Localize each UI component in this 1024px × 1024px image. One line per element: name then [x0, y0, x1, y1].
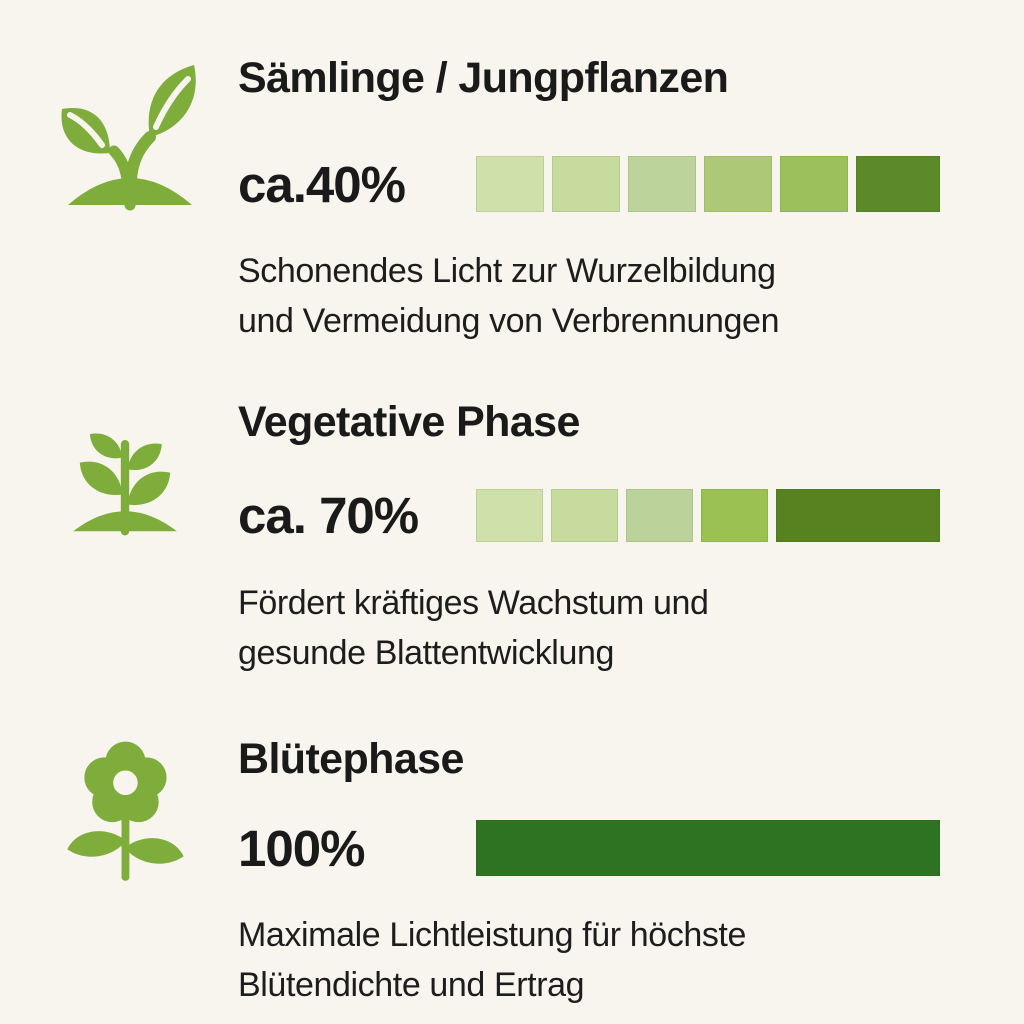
- bar-segment: [856, 156, 940, 212]
- percent-label: ca.40%: [238, 155, 406, 213]
- intensity-bar: [476, 156, 940, 212]
- phase-title: Vegetative Phase: [238, 398, 580, 446]
- intensity-bar: [476, 820, 940, 876]
- phase-description: Fördert kräftiges Wachstum und gesunde B…: [238, 584, 709, 672]
- phase-section-vegetative: Vegetative Phase ca. 70% Fördert kräftig…: [0, 388, 1024, 722]
- intensity-bar: [476, 489, 940, 542]
- flower-icon: [55, 730, 195, 888]
- percent-label: ca. 70%: [238, 487, 419, 544]
- phase-section-seedling: Sämlinge / Jungpflanzen ca.40% Schonende…: [0, 40, 1024, 380]
- phase-title: Sämlinge / Jungpflanzen: [238, 54, 729, 102]
- seedling-icon: [50, 48, 210, 218]
- phase-section-flowering: Blütephase 100% Maximale Lichtleistung f…: [0, 722, 1024, 1024]
- bar-segment: [551, 489, 618, 542]
- bar-segment: [780, 156, 848, 212]
- bar-segment: [628, 156, 696, 212]
- percent-label: 100%: [238, 819, 365, 877]
- vegetative-plant-icon: [58, 395, 192, 547]
- bar-segment: [552, 156, 620, 212]
- bar-segment: [476, 489, 543, 542]
- bar-segment: [701, 489, 768, 542]
- bar-segment: [776, 489, 940, 542]
- phase-title: Blütephase: [238, 735, 464, 783]
- bar-segment: [626, 489, 693, 542]
- phase-description: Schonendes Licht zur Wurzelbildung und V…: [238, 252, 780, 340]
- bar-segment: [476, 156, 544, 212]
- bar-segment: [704, 156, 772, 212]
- phase-description: Maximale Lichtleistung für höchste Blüte…: [238, 916, 746, 1004]
- bar-segment: [476, 820, 940, 876]
